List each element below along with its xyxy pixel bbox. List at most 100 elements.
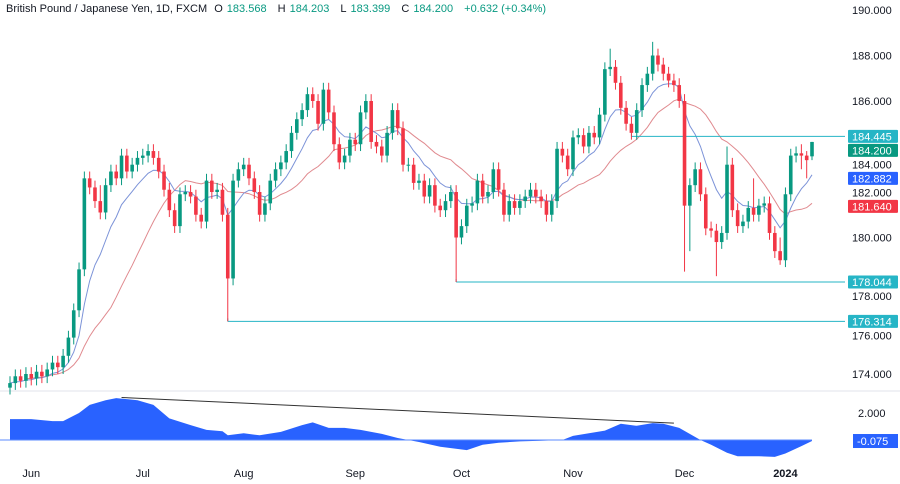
candle-body — [98, 201, 103, 213]
candle-body — [512, 201, 517, 208]
candle-body — [130, 164, 134, 172]
candle-body — [576, 135, 581, 138]
fast-ma-value-label-bg — [848, 171, 898, 185]
candle-body — [326, 89, 331, 113]
close-label: C — [401, 3, 410, 15]
candle-body — [783, 194, 788, 261]
candle-body — [725, 164, 729, 233]
candle-body — [332, 112, 336, 145]
candle-body — [146, 151, 150, 156]
candle-body — [369, 101, 373, 142]
candle-body — [34, 371, 39, 379]
candle-body — [119, 155, 124, 179]
candle-body — [677, 85, 682, 101]
candle-body — [587, 132, 591, 147]
candle-body — [459, 226, 464, 238]
candle-body — [8, 383, 12, 388]
candle-body — [263, 203, 267, 215]
candle-body — [13, 376, 18, 384]
candle-body — [401, 128, 405, 165]
candle-body — [555, 148, 559, 202]
candle-body — [289, 132, 294, 152]
candle-body — [135, 157, 140, 165]
candle-body — [417, 180, 421, 183]
candle-body — [470, 203, 474, 206]
price-tick-label: 178.000 — [852, 291, 892, 303]
last-price-label: 184.200 — [852, 145, 892, 157]
candle-body — [172, 210, 177, 227]
price-tick-label: 180.000 — [852, 233, 892, 245]
candle-body — [502, 189, 506, 215]
candle-body — [539, 196, 543, 202]
candle-body — [140, 155, 145, 158]
candle-body — [624, 107, 628, 124]
candle-body — [544, 201, 549, 215]
ohlc-low: L 183.399 — [340, 3, 394, 15]
candle-body — [682, 101, 687, 206]
candle-body — [746, 207, 751, 222]
candle-body — [454, 192, 458, 238]
candle-body — [709, 228, 713, 231]
candle-body — [395, 110, 400, 129]
candle-body — [688, 185, 692, 206]
candle-body — [565, 155, 570, 170]
candle-body — [385, 132, 389, 156]
candle-body — [773, 232, 777, 252]
candle-body — [45, 369, 49, 377]
candle-body — [125, 155, 129, 172]
candle-body — [56, 362, 60, 368]
candle-body — [114, 171, 119, 179]
candle-body — [507, 201, 512, 215]
candle-body — [804, 155, 809, 161]
time-axis-label: Jul — [136, 468, 150, 480]
candle-body — [640, 85, 644, 111]
candle-body — [66, 337, 71, 356]
candle-body — [220, 189, 225, 215]
fast-moving-average-line — [9, 83, 813, 384]
candle-body — [411, 164, 416, 183]
oscillator-trendline — [121, 396, 674, 424]
candle-body — [279, 162, 283, 170]
candle-body — [236, 169, 241, 181]
oscillator-area — [10, 398, 812, 457]
ohlc-close: C 184.200 — [401, 3, 457, 15]
time-axis-label: Oct — [453, 468, 470, 480]
slow-ma-value-label-bg — [848, 199, 898, 213]
price-change: +0.632 (+0.34%) — [464, 3, 547, 15]
open-label: O — [214, 3, 223, 15]
candle-body — [353, 139, 358, 145]
candle-body — [40, 371, 44, 377]
candle-body — [735, 210, 740, 227]
candle-body — [167, 189, 172, 211]
level-label-184: 184.445 — [852, 131, 892, 143]
time-axis-label: Nov — [563, 468, 583, 480]
symbol-title[interactable]: British Pound / Japanese Yen, 1D, FXCM — [6, 3, 208, 15]
candle-body — [666, 73, 671, 81]
candle-body — [523, 196, 527, 202]
candle-body — [225, 214, 230, 279]
candle-body — [757, 205, 761, 215]
candle-body — [661, 64, 666, 74]
candle-body — [799, 153, 804, 156]
candle-body — [762, 203, 766, 206]
time-axis-label: 2024 — [773, 468, 798, 480]
candle-body — [534, 189, 538, 197]
candle-body — [719, 232, 724, 243]
candle-body — [613, 66, 618, 83]
price-tick-label: 186.000 — [852, 96, 892, 108]
ohlc-high: H 184.203 — [278, 3, 334, 15]
candle-body — [438, 205, 443, 211]
candle-body — [486, 192, 490, 197]
candle-body — [634, 110, 639, 133]
candle-body — [645, 73, 650, 86]
candle-body — [241, 164, 246, 170]
candle-body — [310, 94, 315, 101]
candle-body — [71, 310, 76, 338]
candle-body — [608, 66, 612, 70]
slow-ma-value-label: 181.640 — [852, 201, 892, 213]
level-label-178: 178.044 — [852, 277, 892, 289]
candle-body — [194, 196, 198, 215]
candle-body — [252, 178, 257, 192]
time-axis-label: Dec — [675, 468, 695, 480]
